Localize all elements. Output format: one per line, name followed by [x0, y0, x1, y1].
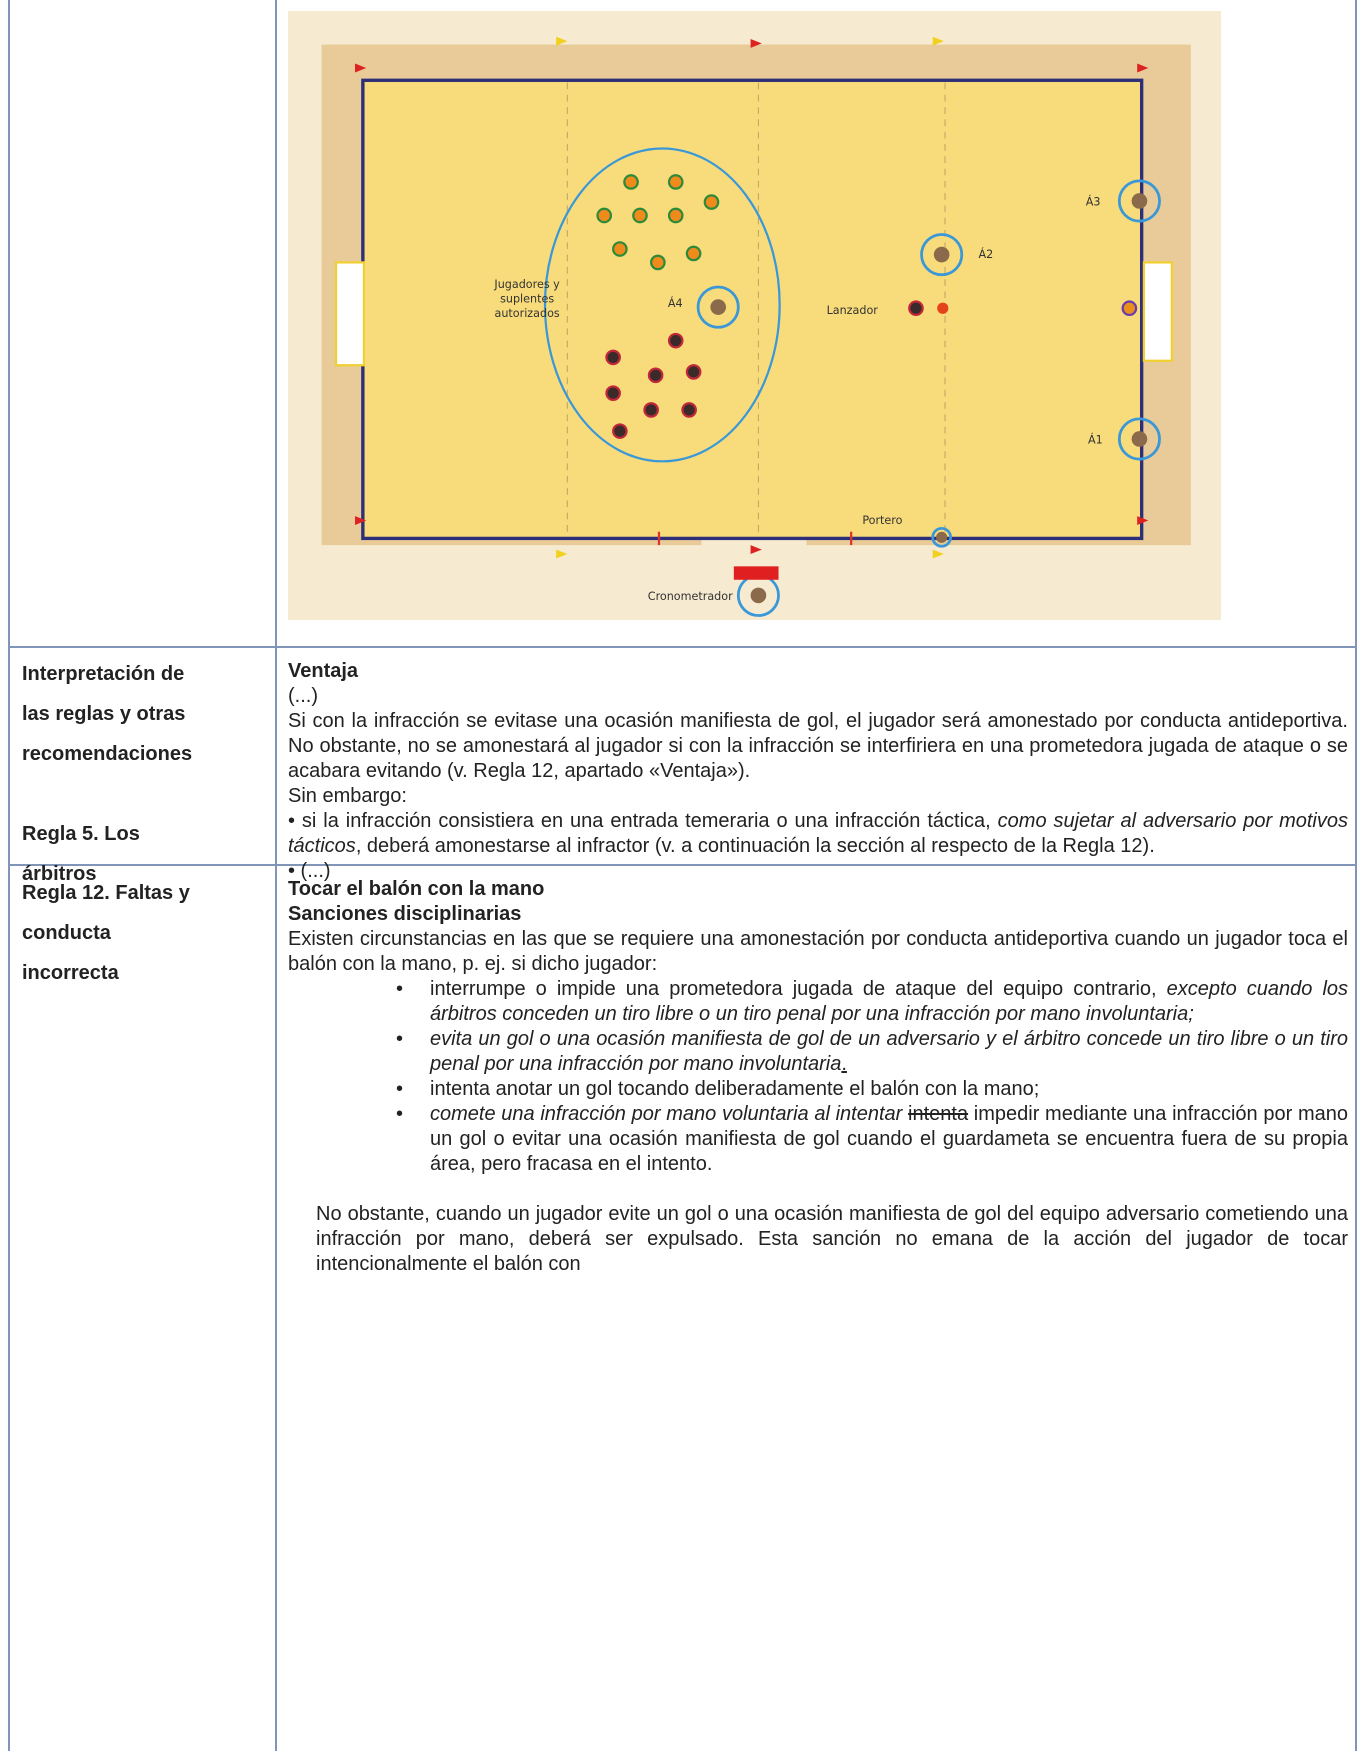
- text-run: excepto cuando los árbitros conceden un …: [430, 978, 1349, 1025]
- diagram-label: Á2: [979, 248, 994, 261]
- section-title: Ventaja: [288, 660, 359, 682]
- text-run: Sin embargo:: [288, 785, 407, 807]
- diagram-label: Á3: [1086, 195, 1101, 208]
- diagram-label: Portero: [862, 514, 902, 527]
- text-run: .: [841, 1053, 847, 1075]
- diagram-label: Lanzador: [827, 304, 879, 317]
- text-run: intenta anotar un gol tocando deliberada…: [430, 1078, 1040, 1100]
- subheading-line: Regla 5. Los: [22, 823, 140, 845]
- row-heading: Regla 12. Faltas y conducta incorrecta: [22, 873, 262, 993]
- table-border: [275, 0, 277, 1751]
- table-border: [8, 0, 10, 1751]
- heading-line: incorrecta: [22, 962, 119, 984]
- diagram-label: Jugadores y: [493, 278, 560, 291]
- text-run: No obstante, cuando un jugador evite un …: [316, 1203, 1348, 1275]
- text-run: Si con la infracción se evitase una ocas…: [288, 710, 1348, 782]
- court-diagram: Jugadores y suplentes autorizados Á4 Lan…: [288, 11, 1221, 620]
- paragraph: Si con la infracción se evitase una ocas…: [288, 709, 1348, 784]
- paragraph: • si la infracción consistiera en una en…: [288, 809, 1348, 859]
- diagram-label: suplentes: [500, 293, 554, 306]
- row-body: Ventaja (...) Si con la infracción se evit…: [288, 659, 1348, 884]
- heading-line: Interpretación de: [22, 663, 185, 685]
- bullet-item: comete una infracción por mano voluntari…: [396, 1102, 1348, 1177]
- bullet-list: interrumpe o impide una prometedora juga…: [288, 977, 1348, 1177]
- heading-line: recomendaciones: [22, 743, 193, 765]
- text-run: como sujetar al adversario por motivos t…: [288, 810, 1348, 857]
- row-body: Tocar el balón con la mano Sanciones disc…: [288, 877, 1348, 1277]
- text-run: impedir mediante una infracción por mano…: [430, 1103, 1348, 1175]
- table-border: [8, 646, 1357, 648]
- heading-line: Regla 12. Faltas y: [22, 882, 190, 904]
- text-run: evita un gol o una ocasión manifiesta de…: [430, 1028, 1348, 1075]
- diagram-label: Cronometrador: [648, 590, 733, 603]
- bullet-item: intenta anotar un gol tocando deliberada…: [396, 1077, 1348, 1102]
- heading-line: conducta: [22, 922, 111, 944]
- paragraph: • (...): [288, 859, 1348, 884]
- row-heading: Interpretación de las reglas y otras recom…: [22, 654, 262, 894]
- bullet-item: evita un gol o una ocasión manifiesta de…: [396, 1027, 1348, 1077]
- table-border: [8, 864, 1357, 866]
- text-run: (...): [288, 685, 318, 707]
- section-title: Tocar el balón con la mano: [288, 878, 545, 900]
- spacer: [22, 774, 262, 814]
- paragraph: (...): [288, 684, 1348, 709]
- text-run: intenta: [908, 1103, 969, 1125]
- diagram-label: autorizados: [495, 307, 560, 320]
- bullet-item: interrumpe o impide una prometedora juga…: [396, 977, 1349, 1027]
- paragraph: No obstante, cuando un jugador evite un …: [316, 1202, 1348, 1277]
- subheading-line: árbitros: [22, 863, 97, 885]
- text-run: • si la infracción consistiera en una en…: [288, 810, 998, 832]
- diagram-label: Á4: [668, 297, 683, 310]
- diagram-label: Á1: [1088, 433, 1103, 446]
- text-run: , deberá amonestarse al infractor (v. a …: [355, 835, 1155, 857]
- text-run: interrumpe o impide una prometedora juga…: [430, 978, 1167, 1000]
- text-run: Existen circunstancias en las que se req…: [288, 928, 1348, 975]
- text-run: • (...): [288, 860, 331, 882]
- heading-line: las reglas y otras: [22, 703, 186, 725]
- paragraph: Sin embargo:: [288, 784, 1348, 809]
- paragraph: Existen circunstancias en las que se req…: [288, 927, 1348, 977]
- table-border: [1355, 0, 1357, 1751]
- section-title: Sanciones disciplinarias: [288, 903, 522, 925]
- text-run: comete una infracción por mano voluntari…: [430, 1103, 903, 1125]
